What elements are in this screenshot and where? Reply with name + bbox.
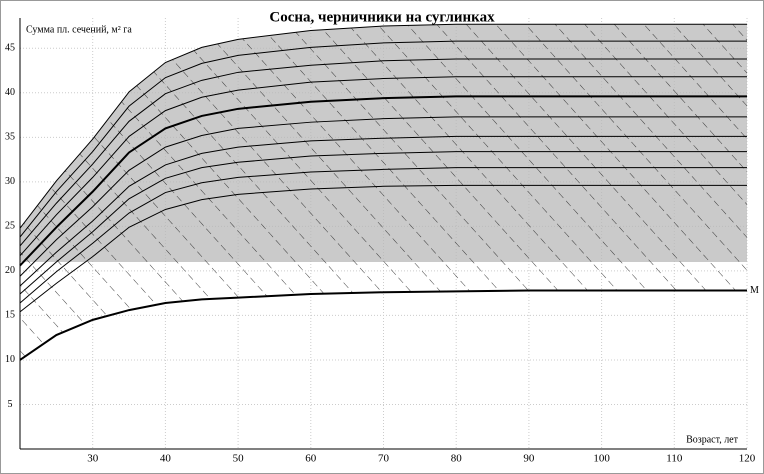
chart-title: Сосна, черничники на суглинках bbox=[269, 9, 495, 25]
x-tick-label: 90 bbox=[523, 453, 535, 465]
curve bbox=[19, 289, 747, 361]
y-tick-label: 10 bbox=[5, 354, 15, 365]
curve bbox=[19, 167, 747, 304]
x-axis-label: Возраст, лет bbox=[686, 434, 739, 445]
curve bbox=[19, 135, 747, 287]
x-tick-label: 100 bbox=[593, 453, 610, 465]
x-tick-label: 110 bbox=[666, 453, 683, 465]
x-tick-label: 80 bbox=[451, 453, 463, 465]
y-tick-label: 30 bbox=[5, 176, 15, 187]
y-tick-label: 5 bbox=[8, 399, 13, 410]
curve bbox=[19, 95, 747, 267]
y-tick-label: 35 bbox=[5, 132, 15, 143]
curve bbox=[19, 116, 747, 277]
y-tick-label: 20 bbox=[5, 265, 15, 276]
y-tick-label: 40 bbox=[5, 87, 15, 98]
curve bbox=[19, 76, 747, 257]
curve bbox=[19, 23, 747, 229]
curve bbox=[19, 184, 747, 313]
x-tick-label: 50 bbox=[233, 453, 245, 465]
curve bbox=[19, 151, 747, 295]
y-tick-label: 15 bbox=[5, 310, 15, 321]
y-tick-label: 25 bbox=[5, 221, 15, 232]
curve bbox=[19, 58, 747, 247]
x-tick-label: 60 bbox=[305, 453, 317, 465]
x-tick-label: 30 bbox=[87, 453, 99, 465]
curve bbox=[19, 40, 747, 238]
x-tick-label: 120 bbox=[739, 453, 756, 465]
x-tick-label: 70 bbox=[378, 453, 390, 465]
x-tick-label: 40 bbox=[160, 453, 172, 465]
y-tick-label: 45 bbox=[5, 43, 15, 54]
curve-label: M bbox=[750, 285, 759, 296]
y-axis-label: Сумма пл. сечений, м² га bbox=[26, 24, 132, 35]
